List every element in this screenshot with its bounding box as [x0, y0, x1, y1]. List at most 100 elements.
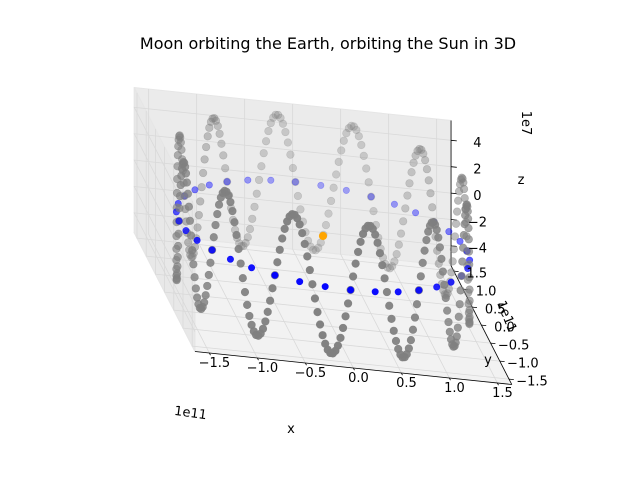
x-tick — [401, 372, 403, 376]
moon-point — [461, 211, 470, 220]
moon-point — [338, 323, 348, 333]
moon-point — [409, 158, 418, 167]
moon-point — [435, 243, 444, 252]
moon-point — [367, 192, 376, 201]
moon-point — [324, 209, 333, 218]
moon-point — [206, 117, 216, 126]
moon-point — [351, 259, 360, 268]
moon-point — [189, 260, 198, 269]
moon-point — [184, 202, 193, 211]
y-tick — [499, 360, 505, 362]
moon-point — [211, 220, 220, 230]
x-grid-line — [340, 109, 402, 374]
moon-point — [193, 223, 202, 232]
moon-point — [352, 125, 361, 135]
x-grid-line — [244, 99, 306, 364]
moon-point — [210, 114, 219, 123]
moon-point — [173, 151, 182, 160]
moon-point — [315, 320, 325, 329]
y-axis-label: y — [484, 353, 492, 368]
earth-point — [248, 264, 256, 272]
moon-point — [311, 246, 320, 255]
moon-point — [412, 300, 422, 309]
x-tick-label: 1.0 — [444, 381, 465, 396]
moon-point — [458, 257, 467, 266]
moon-point — [261, 317, 270, 326]
moon-point — [378, 261, 387, 270]
moon-point — [288, 163, 297, 173]
moon-point — [219, 151, 228, 160]
moon-point — [403, 191, 412, 200]
moon-point — [342, 129, 351, 138]
moon-point — [444, 317, 453, 327]
moon-point — [248, 214, 257, 223]
z-axis-label: z — [518, 173, 525, 188]
moon-point — [213, 209, 222, 219]
moon-point — [183, 189, 192, 198]
moon-point — [273, 110, 283, 120]
earth-point — [267, 176, 275, 184]
x-grid-line — [292, 104, 354, 369]
z-grid-line — [133, 212, 452, 332]
x-offset-label: 1e11 — [173, 404, 208, 423]
earth-point — [456, 237, 464, 245]
moon-point — [456, 286, 465, 295]
z-tick-label: 4 — [473, 136, 481, 151]
moon-point — [296, 205, 305, 214]
moon-point — [298, 229, 307, 238]
moon-point — [388, 262, 397, 271]
moon-point — [174, 229, 183, 238]
moon-point — [465, 305, 474, 315]
earth-point — [394, 288, 402, 296]
earth-point — [390, 200, 398, 208]
moon-point — [243, 233, 252, 242]
moon-point — [293, 191, 303, 201]
moon-point — [405, 179, 414, 188]
x-tick-label: 1.5 — [492, 386, 513, 401]
moon-point — [283, 138, 293, 147]
moon-point — [396, 229, 406, 238]
moon-point — [203, 281, 212, 291]
x-tick-label: 0.5 — [396, 376, 417, 391]
moon-point — [450, 232, 460, 241]
moon-point — [424, 227, 433, 236]
x-tick-label: 0.0 — [348, 371, 369, 386]
moon-point — [252, 189, 261, 198]
moon-point — [193, 293, 202, 302]
x-tick-label: −0.5 — [295, 366, 327, 381]
moon-point — [413, 146, 422, 155]
x-grid-line — [148, 89, 210, 354]
moon-point — [447, 268, 456, 277]
moon-point — [464, 247, 474, 256]
moon-point — [314, 243, 323, 252]
moon-point — [243, 300, 252, 309]
moon-point — [278, 234, 287, 243]
earth-point — [193, 236, 201, 244]
moon-point — [188, 246, 197, 255]
moon-point — [173, 262, 182, 271]
moon-point — [291, 177, 300, 187]
z-offset-label: 1e7 — [518, 111, 533, 136]
moon-point — [268, 284, 277, 293]
y-tick-label: 0.0 — [494, 321, 515, 336]
moon-point — [185, 216, 195, 225]
moon-point — [174, 142, 183, 151]
moon-point — [394, 344, 403, 354]
moon-point — [385, 301, 394, 310]
z-tick — [450, 192, 457, 195]
moon-point — [313, 307, 322, 317]
earth-point — [342, 186, 350, 194]
moon-point — [411, 151, 420, 160]
z-grid-line — [133, 106, 452, 227]
x-tick — [449, 377, 451, 381]
z-tick-label: 0 — [473, 189, 481, 204]
y-tick-label: 1.5 — [466, 267, 487, 282]
moon-point — [245, 311, 254, 321]
moon-point — [181, 169, 191, 178]
moon-point — [334, 157, 343, 166]
earth-point — [191, 186, 199, 194]
moon-point — [276, 113, 285, 123]
y-grid-line — [136, 92, 454, 272]
moon-point — [300, 239, 309, 249]
y-grid-line — [154, 128, 473, 308]
